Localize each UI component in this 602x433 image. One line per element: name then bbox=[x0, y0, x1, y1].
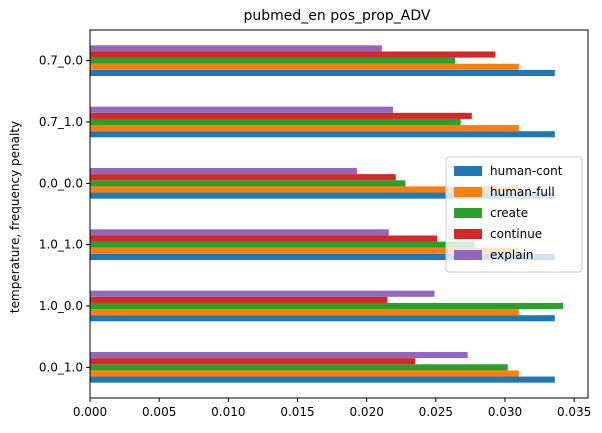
bar-human-cont-0.0_0.0 bbox=[90, 192, 555, 199]
legend-swatch bbox=[454, 229, 482, 239]
bar-continue-1.0_0.0 bbox=[90, 296, 388, 303]
bar-human-full-0.0_0.0 bbox=[90, 186, 519, 193]
bar-continue-0.7_0.0 bbox=[90, 51, 496, 58]
bar-human-full-0.0_1.0 bbox=[90, 370, 519, 377]
bar-human-full-0.7_0.0 bbox=[90, 63, 519, 70]
x-tick-label: 0.010 bbox=[211, 405, 245, 419]
bar-human-cont-1.0_1.0 bbox=[90, 253, 555, 260]
x-tick-label: 0.005 bbox=[142, 405, 176, 419]
bar-human-full-1.0_0.0 bbox=[90, 309, 519, 316]
bar-human-full-0.7_1.0 bbox=[90, 125, 519, 132]
bar-explain-1.0_0.0 bbox=[90, 290, 435, 297]
y-axis-label: temperature, frequency penalty bbox=[8, 121, 22, 313]
legend-swatch bbox=[454, 250, 482, 260]
bar-human-cont-1.0_0.0 bbox=[90, 315, 555, 322]
bar-create-0.7_1.0 bbox=[90, 118, 461, 126]
bar-continue-1.0_1.0 bbox=[90, 235, 438, 242]
bar-explain-1.0_1.0 bbox=[90, 229, 389, 236]
x-tick-label: 0.000 bbox=[73, 405, 107, 419]
x-tick-label: 0.015 bbox=[280, 405, 314, 419]
legend-swatch bbox=[454, 187, 482, 197]
bar-continue-0.0_0.0 bbox=[90, 174, 396, 181]
bar-create-0.7_0.0 bbox=[90, 57, 456, 64]
legend-swatch bbox=[454, 208, 482, 218]
legend-box bbox=[445, 156, 583, 273]
y-tick-label: 0.0_0.0 bbox=[39, 176, 83, 190]
plot-area: 0.0_1.0 1.0_0.0 1.0_1.0 0.0_0.0 0.7_1.0 0.7_0… bbox=[39, 29, 591, 419]
legend-label: human-cont bbox=[490, 164, 563, 178]
bar-create-1.0_0.0 bbox=[90, 302, 564, 310]
bar-explain-0.7_1.0 bbox=[90, 106, 393, 113]
axes-frame bbox=[89, 29, 589, 399]
y-tick-label: 1.0_0.0 bbox=[39, 299, 83, 313]
bar-human-cont-0.7_1.0 bbox=[90, 131, 555, 138]
bar-explain-0.0_1.0 bbox=[90, 352, 468, 359]
legend-label: explain bbox=[490, 248, 534, 262]
legend: human-cont human-full create continue explai… bbox=[445, 156, 583, 273]
x-tick-label: 0.020 bbox=[349, 405, 383, 419]
y-tick-label: 0.0_1.0 bbox=[39, 360, 83, 374]
bar-continue-0.0_1.0 bbox=[90, 358, 416, 365]
bar-create-0.0_1.0 bbox=[90, 364, 508, 371]
bar-create-0.0_0.0 bbox=[90, 180, 406, 187]
bar-human-cont-0.7_0.0 bbox=[90, 69, 555, 76]
y-tick-label: 0.7_1.0 bbox=[39, 115, 83, 129]
chart-title: pubmed_en pos_prop_ADV bbox=[244, 8, 431, 24]
y-tick-label: 0.7_0.0 bbox=[39, 54, 83, 68]
bar-explain-0.7_0.0 bbox=[90, 45, 382, 52]
bar-explain-0.0_0.0 bbox=[90, 168, 357, 175]
x-tick-label: 0.035 bbox=[557, 405, 591, 419]
bar-create-1.0_1.0 bbox=[90, 241, 475, 248]
y-tick-label: 1.0_1.0 bbox=[39, 238, 83, 252]
bar-human-cont-0.0_1.0 bbox=[90, 376, 555, 383]
legend-label: continue bbox=[490, 227, 542, 241]
legend-label: human-full bbox=[490, 185, 555, 199]
x-tick-label: 0.025 bbox=[419, 405, 453, 419]
legend-swatch bbox=[454, 166, 482, 176]
x-tick-label: 0.030 bbox=[488, 405, 522, 419]
legend-label: create bbox=[490, 206, 528, 220]
bar-continue-0.7_1.0 bbox=[90, 112, 472, 119]
bar-human-full-1.0_1.0 bbox=[90, 247, 519, 254]
